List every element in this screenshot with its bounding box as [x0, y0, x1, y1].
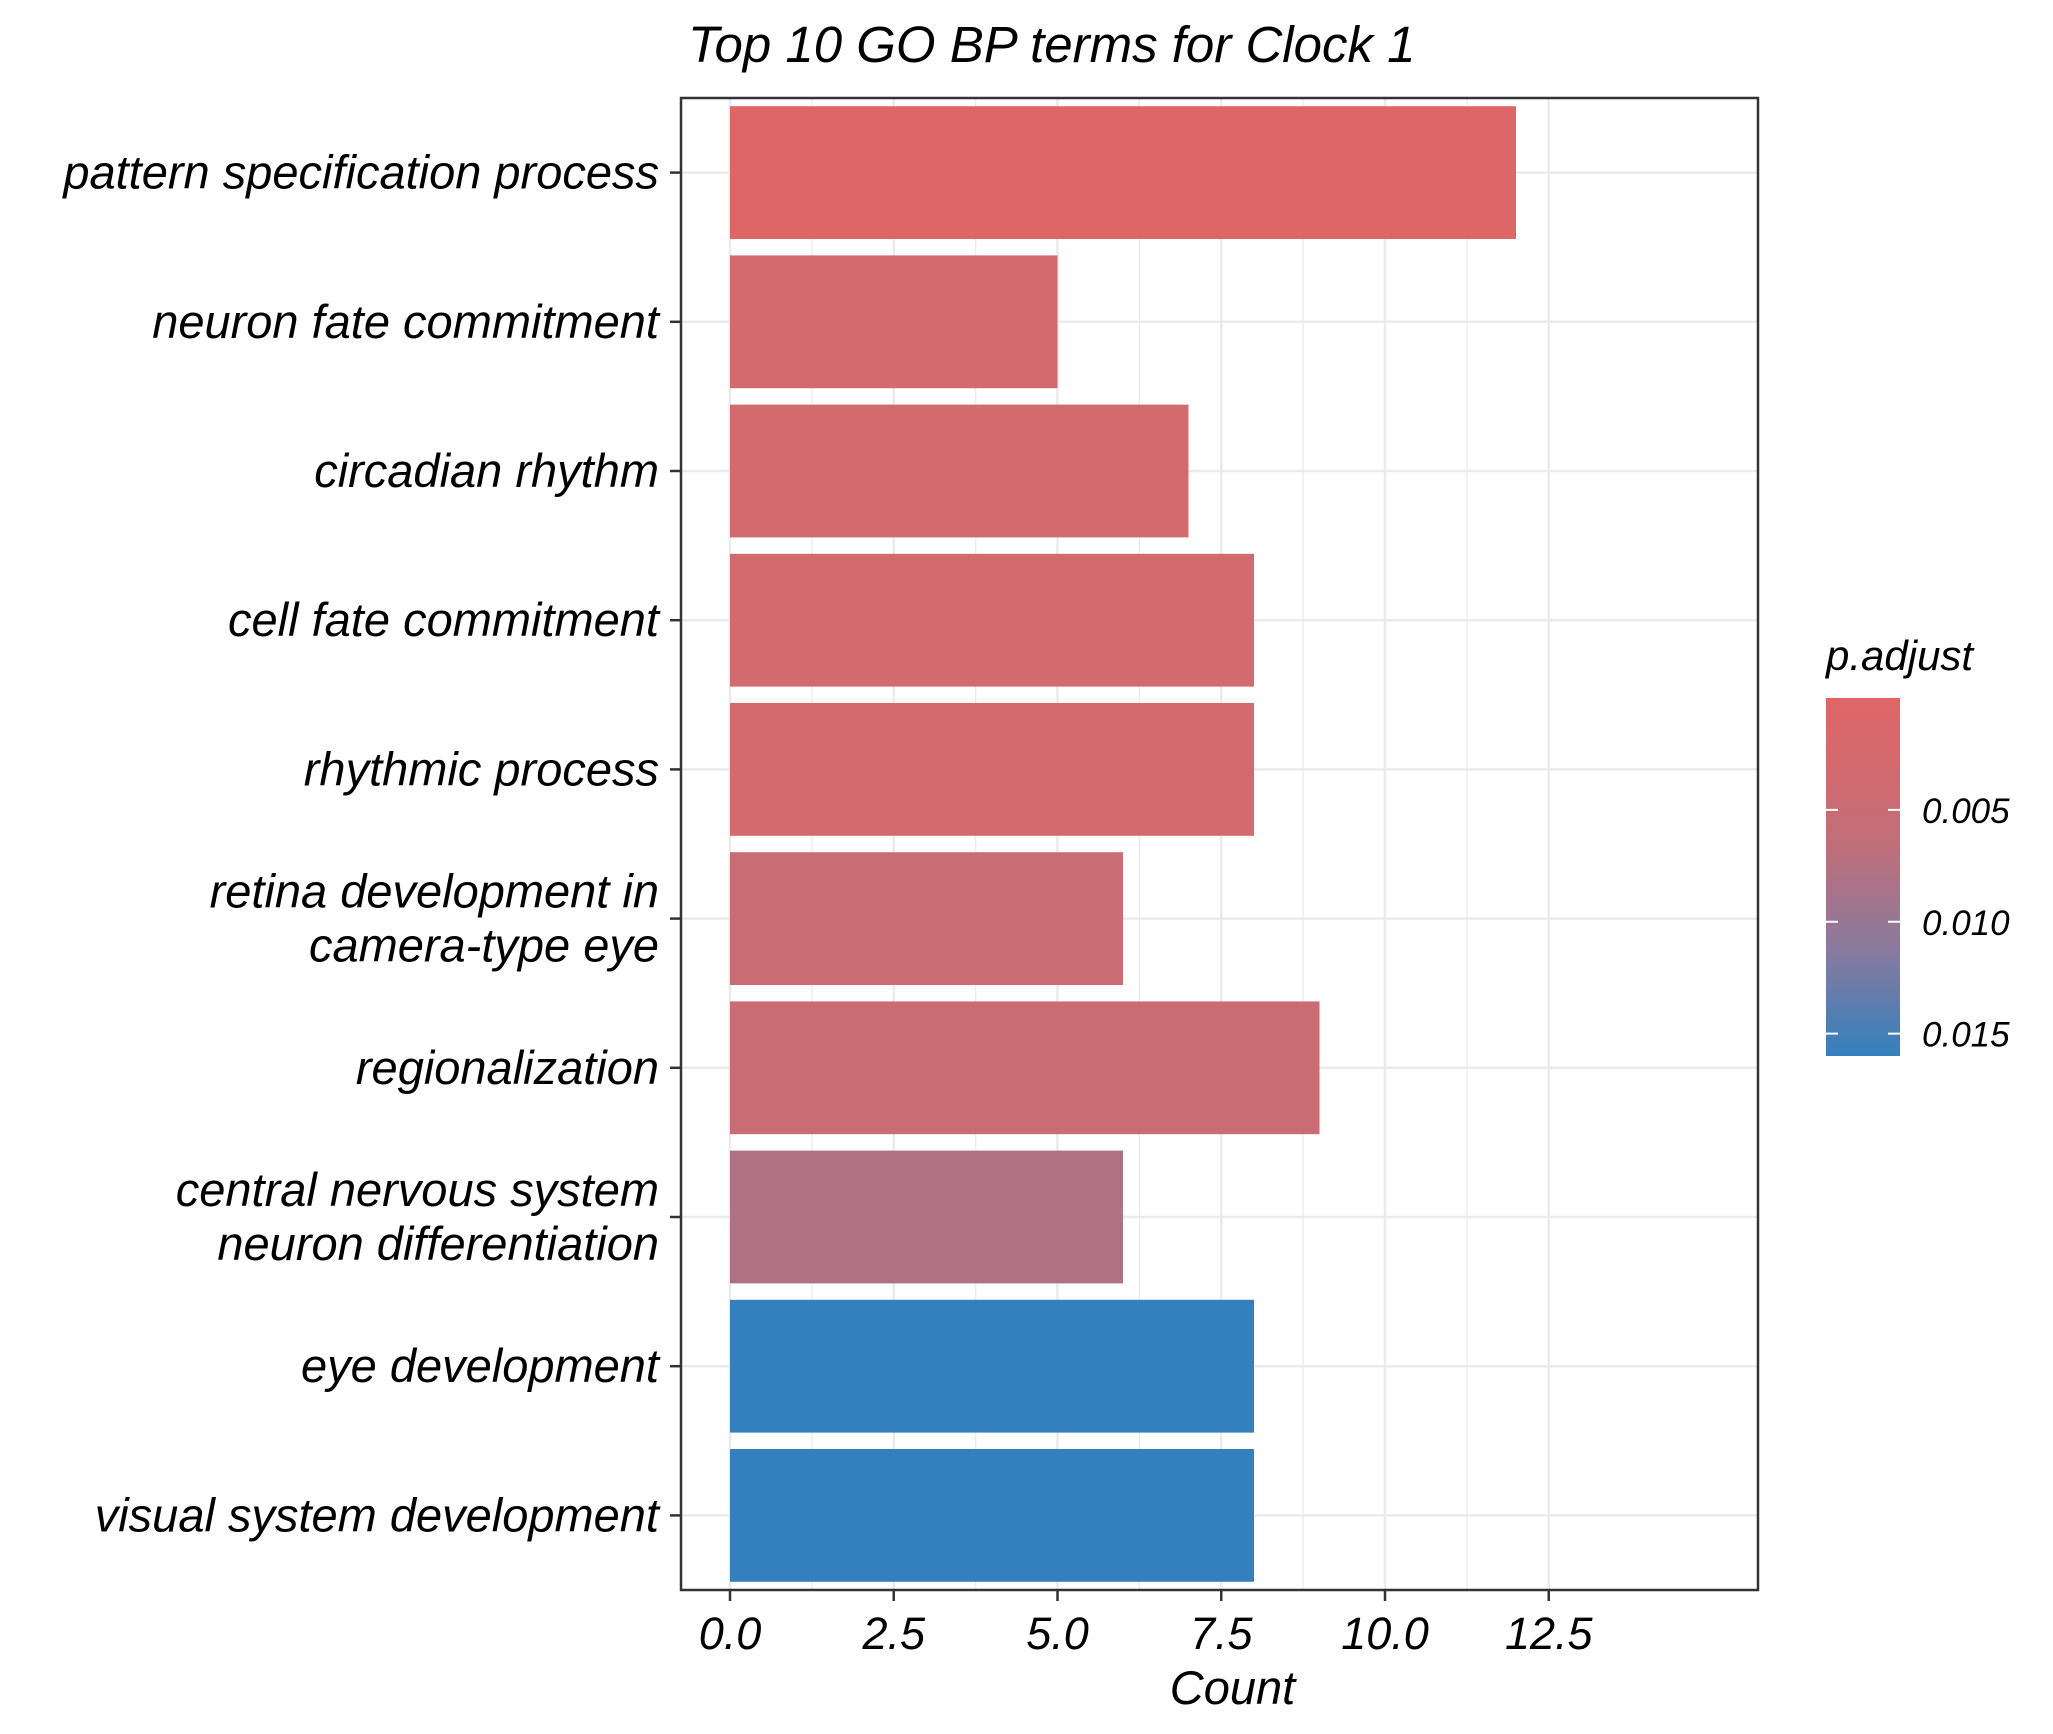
x-tick-label: 0.0 [699, 1608, 762, 1659]
bar [730, 553, 1254, 687]
bar [730, 703, 1254, 836]
y-tick-label: neuron differentiation [217, 1217, 659, 1270]
y-tick-label: rhythmic process [304, 742, 659, 795]
legend: p.adjust 0.005 0.010 0.015 [1824, 632, 2010, 1056]
bar [730, 404, 1189, 538]
y-tick-label: visual system development [95, 1488, 661, 1541]
bar [730, 106, 1516, 239]
x-tick-label: 7.5 [1190, 1608, 1254, 1659]
x-tick-label: 2.5 [861, 1608, 926, 1659]
y-tick-label: circadian rhythm [314, 444, 659, 497]
bar [730, 1001, 1320, 1135]
bar [730, 1449, 1254, 1582]
chart-title: Top 10 GO BP terms for Clock 1 [688, 16, 1416, 73]
plot-panel-border [679, 96, 1760, 1592]
legend-tick-label: 0.005 [1922, 792, 2010, 831]
x-tick-label: 10.0 [1341, 1608, 1429, 1659]
bars [730, 106, 1516, 1582]
y-tick-label: camera-type eye [309, 919, 659, 972]
x-tick-label: 5.0 [1026, 1608, 1089, 1659]
y-tick-label: central nervous system [176, 1163, 659, 1216]
y-tick-label: pattern specification process [61, 146, 659, 199]
legend-colorbar [1826, 698, 1900, 1056]
bar [730, 852, 1123, 985]
legend-ticks: 0.005 0.010 0.015 [1826, 792, 2010, 1055]
x-axis-title: Count [1170, 1661, 1297, 1714]
legend-tick-label: 0.010 [1922, 904, 2010, 943]
y-tick-label: eye development [301, 1339, 661, 1392]
y-tick-label: cell fate commitment [228, 593, 661, 646]
legend-tick-label: 0.015 [1922, 1016, 2010, 1055]
bar [730, 1299, 1254, 1433]
bar [730, 1150, 1123, 1284]
y-tick-label: retina development in [210, 865, 659, 918]
legend-title: p.adjust [1824, 632, 1975, 679]
y-axis: pattern specification process neuron fate… [61, 146, 681, 1541]
x-tick-label: 12.5 [1505, 1608, 1594, 1659]
y-tick-label: regionalization [356, 1041, 659, 1094]
x-axis: 0.0 2.5 5.0 7.5 10.0 12.5 [699, 1590, 1594, 1659]
y-tick-label: neuron fate commitment [152, 295, 661, 348]
bar [730, 255, 1058, 389]
